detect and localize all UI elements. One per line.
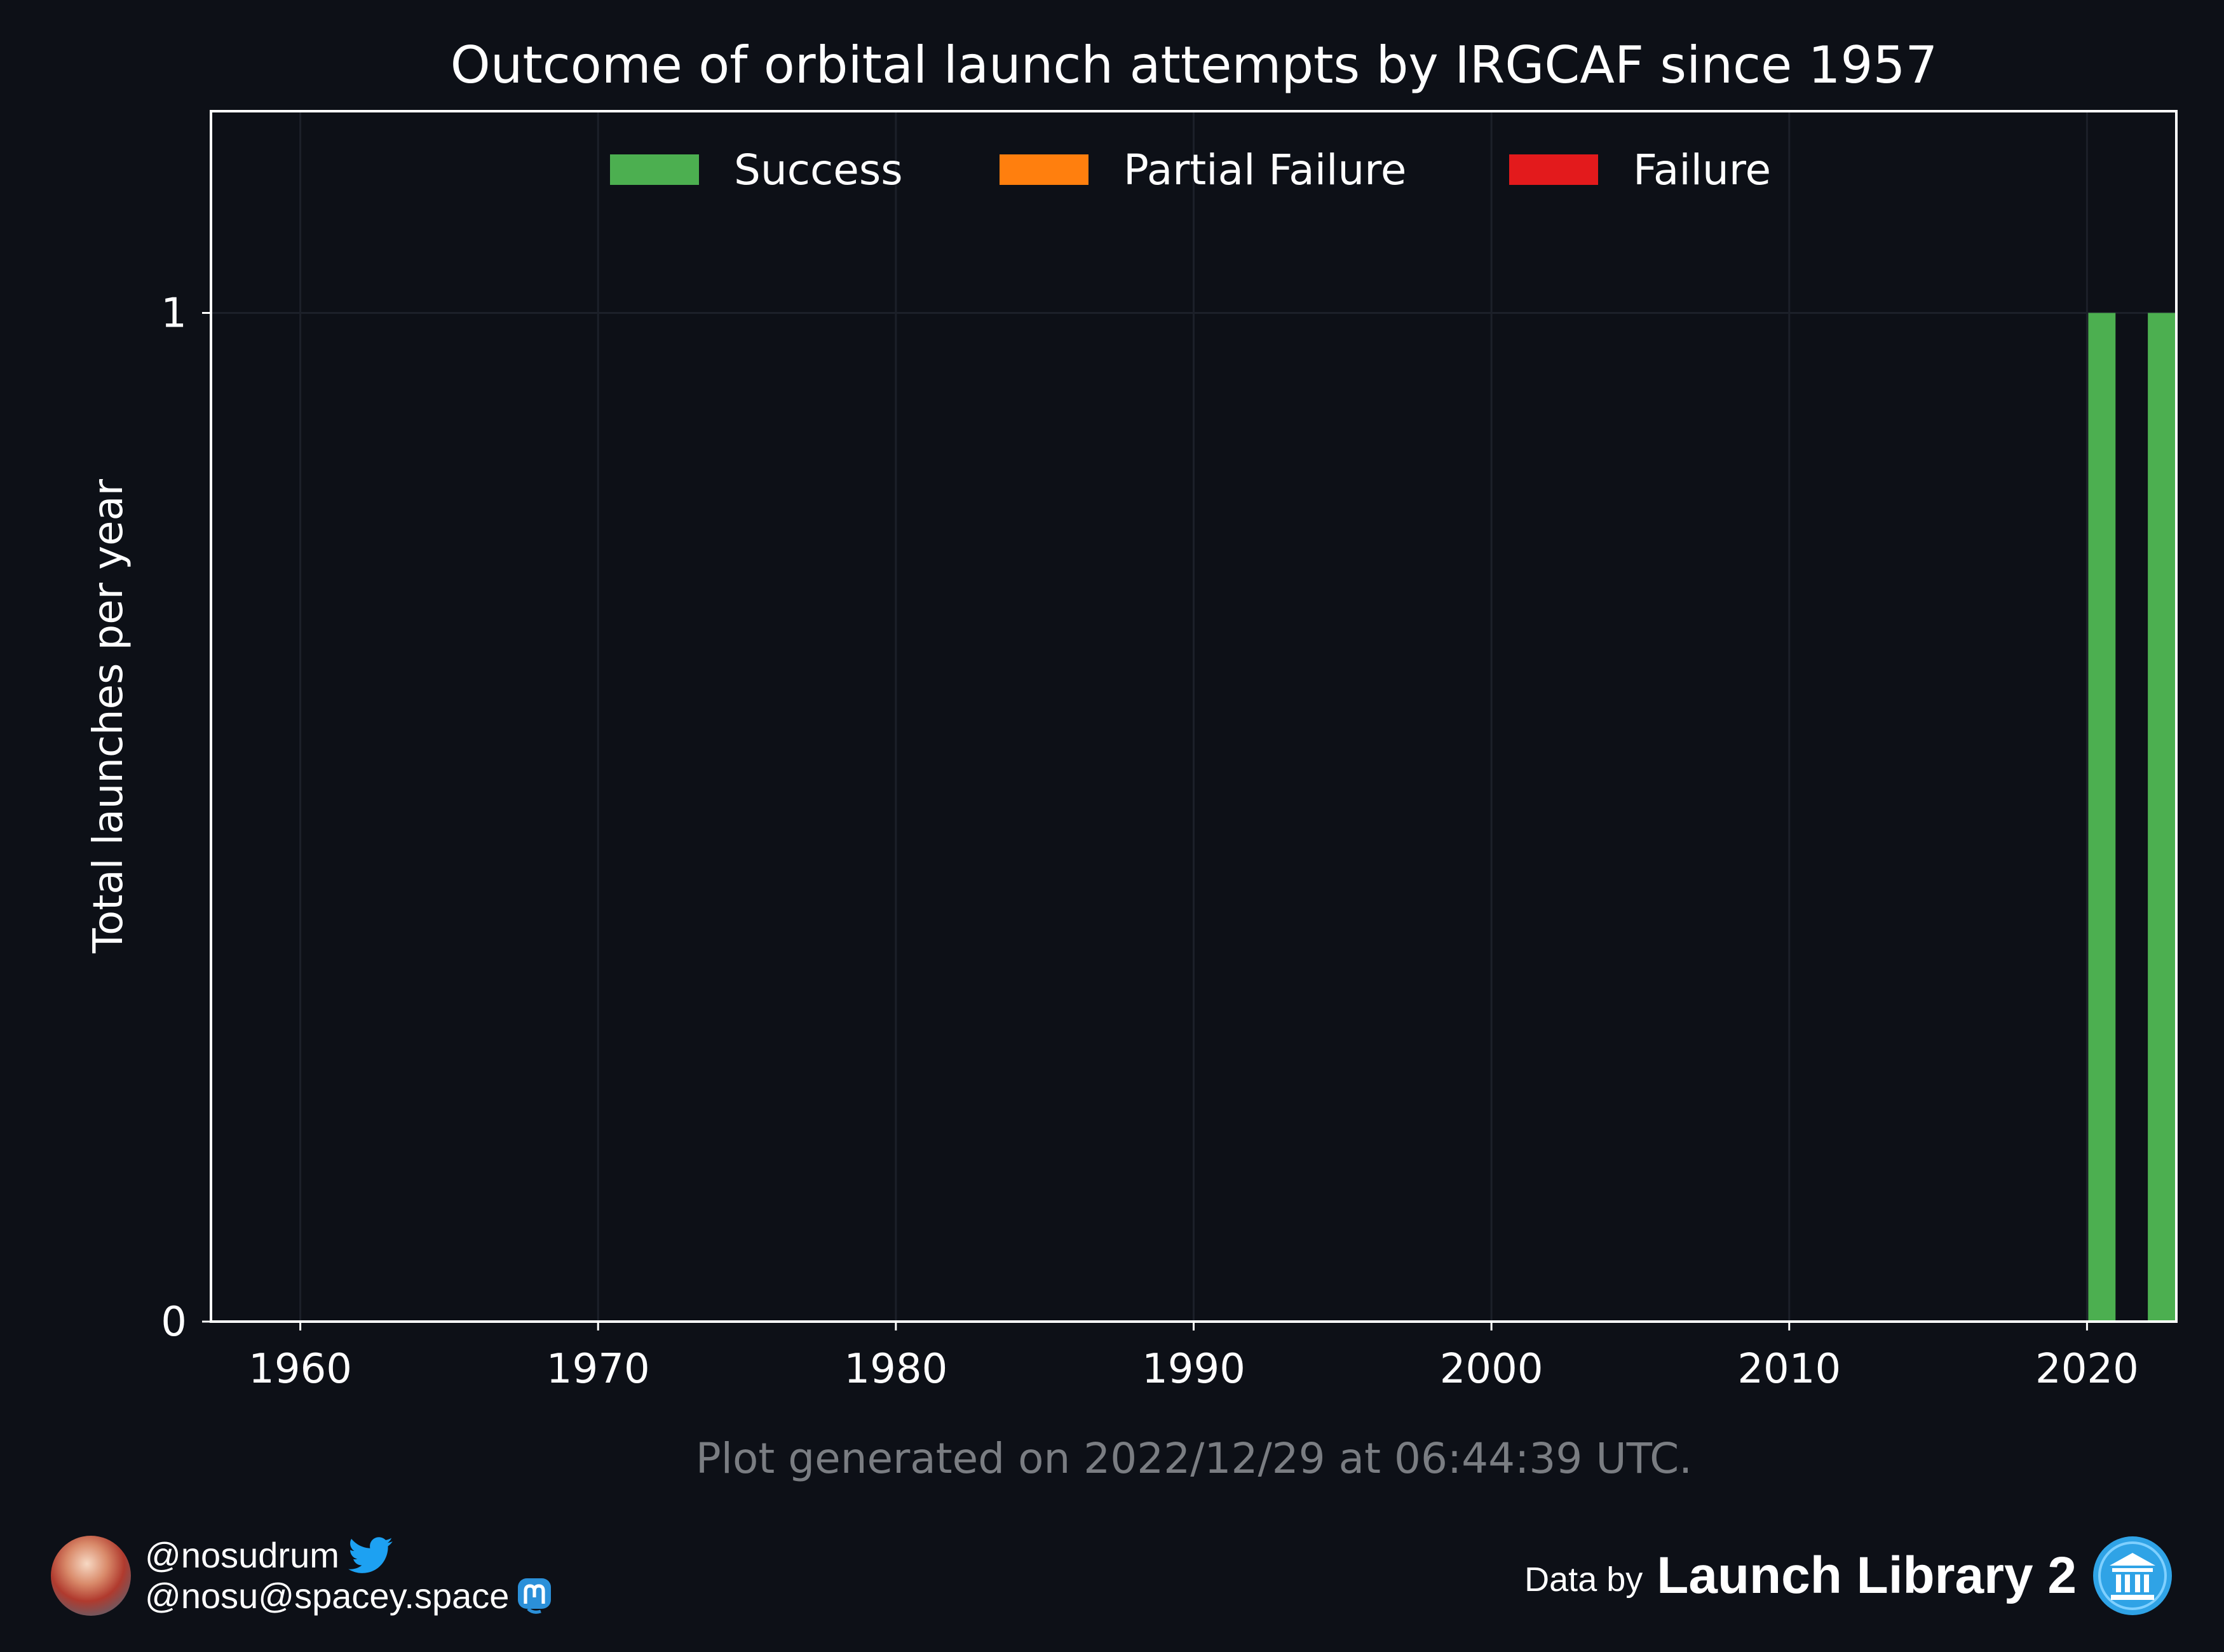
legend-label-success: Success — [734, 146, 903, 194]
bar-success-2020 — [2088, 313, 2116, 1322]
x-tick-label: 1960 — [248, 1346, 352, 1393]
x-tick-label: 2010 — [1737, 1346, 1841, 1393]
plot-generated-note: Plot generated on 2022/12/29 at 06:44:39… — [696, 1434, 1692, 1483]
x-tick-label: 1990 — [1142, 1346, 1245, 1393]
bar-success-2022 — [2148, 313, 2175, 1322]
legend-swatch-partial-failure — [1000, 154, 1088, 185]
social-handles: @nosudrum @nosu@spacey.space — [145, 1535, 552, 1616]
legend-label-failure: Failure — [1633, 146, 1771, 194]
x-tick-label: 2020 — [2035, 1346, 2139, 1393]
mastodon-icon — [518, 1578, 552, 1614]
author-credits: @nosudrum @nosu@spacey.space — [51, 1531, 552, 1620]
legend-label-partial-failure: Partial Failure — [1123, 146, 1407, 194]
launch-library-brand[interactable]: Launch Library 2 — [1657, 1547, 2077, 1604]
twitter-handle[interactable]: @nosudrum — [145, 1535, 339, 1575]
twitter-bird-icon — [348, 1537, 393, 1574]
chart-title: Outcome of orbital launch attempts by IR… — [451, 36, 1938, 95]
launch-library-logo-icon — [2093, 1536, 2172, 1615]
x-tick-label: 1980 — [844, 1346, 947, 1393]
legend: Success Partial Failure Failure — [610, 146, 1771, 194]
y-axis-ticks: 01 — [161, 290, 211, 1346]
data-attribution: Data by Launch Library 2 — [1524, 1531, 2173, 1620]
y-tick-label: 0 — [161, 1299, 187, 1346]
data-by-label: Data by — [1524, 1561, 1643, 1599]
bars — [2088, 313, 2175, 1322]
legend-swatch-failure — [1509, 154, 1598, 185]
y-axis-label: Total launches per year — [85, 478, 132, 954]
x-axis-ticks: 1960 1970 1980 1990 2000 2010 2020 — [248, 1322, 2139, 1393]
mastodon-handle[interactable]: @nosu@spacey.space — [145, 1576, 510, 1616]
legend-swatch-success — [610, 154, 699, 185]
x-tick-label: 1970 — [546, 1346, 650, 1393]
twitter-credit: @nosudrum — [145, 1535, 551, 1576]
y-tick-label: 1 — [161, 290, 187, 337]
x-tick-label: 2000 — [1440, 1346, 1543, 1393]
mastodon-credit: @nosu@spacey.space — [145, 1576, 552, 1616]
astronaut-avatar — [51, 1536, 131, 1616]
